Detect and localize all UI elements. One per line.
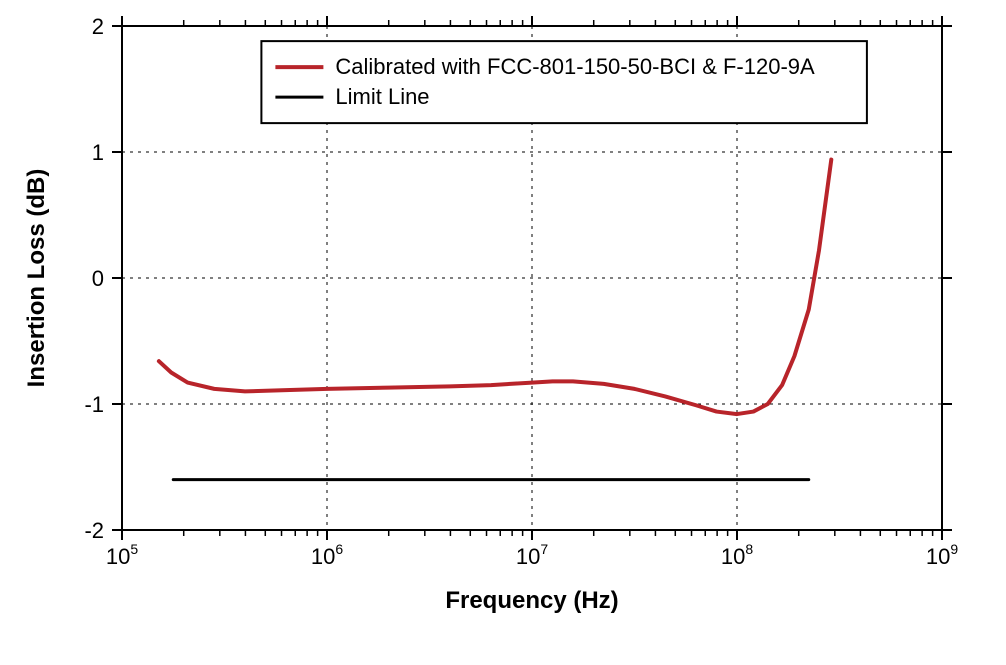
chart-svg: 105106107108109-2-1012Frequency (Hz)Inse… xyxy=(0,0,1006,665)
x-axis-title: Frequency (Hz) xyxy=(445,587,618,614)
insertion-loss-chart: 105106107108109-2-1012Frequency (Hz)Inse… xyxy=(0,0,1006,665)
y-axis-title: Insertion Loss (dB) xyxy=(23,169,50,388)
y-tick-label: 0 xyxy=(92,266,104,291)
legend-item-label: Calibrated with FCC-801-150-50-BCI & F-1… xyxy=(335,54,815,79)
y-tick-label: 2 xyxy=(92,14,104,39)
y-tick-label: 1 xyxy=(92,140,104,165)
y-tick-label: -2 xyxy=(84,518,104,543)
legend: Calibrated with FCC-801-150-50-BCI & F-1… xyxy=(261,41,867,123)
legend-item-label: Limit Line xyxy=(335,84,429,109)
y-tick-label: -1 xyxy=(84,392,104,417)
